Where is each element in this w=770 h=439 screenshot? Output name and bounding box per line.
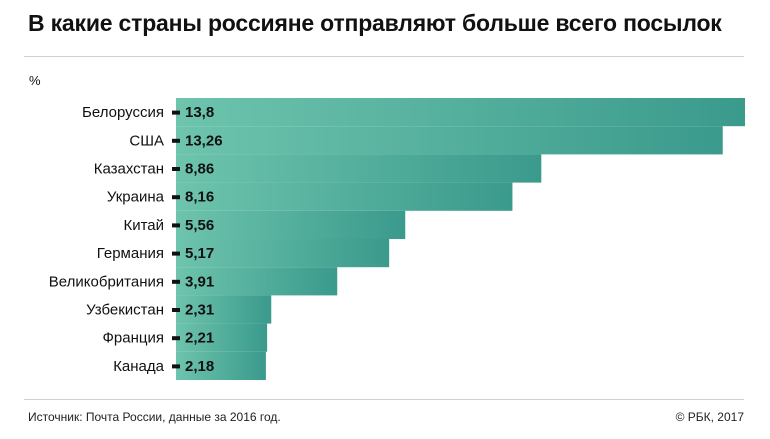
category-label: США [129, 132, 164, 149]
source-note: Источник: Почта России, данные за 2016 г… [28, 410, 281, 424]
category-label: Канада [113, 358, 164, 375]
value-label: 2,31 [185, 302, 214, 319]
tick-marker-3 [172, 167, 180, 171]
value-label: 13,26 [185, 132, 223, 149]
bar-4 [176, 182, 513, 211]
category-label: Германия [97, 245, 164, 262]
tick-marker-2 [172, 138, 180, 143]
value-label: 5,17 [185, 245, 214, 262]
bars-group [176, 98, 745, 380]
tick-marker-7 [172, 279, 180, 284]
tick-marker-4 [172, 195, 180, 200]
category-label: Украина [107, 189, 165, 206]
bar-2 [176, 126, 723, 155]
bar-9 [176, 323, 268, 352]
value-label: 2,18 [185, 358, 214, 375]
chart-title: В какие страны россияне отправляют больш… [28, 10, 722, 36]
bar-6 [176, 239, 390, 268]
bottom-divider [24, 399, 744, 400]
bar-8 [176, 295, 272, 324]
tick-marker-9 [172, 336, 180, 341]
value-label: 13,8 [185, 104, 214, 121]
value-label: 3,91 [185, 273, 214, 290]
category-label: Узбекистан [86, 302, 164, 319]
category-label: Франция [103, 330, 164, 347]
tick-marker-10 [172, 364, 180, 369]
tick-marker-5 [172, 223, 180, 228]
copyright-note: © РБК, 2017 [675, 410, 744, 424]
bar-3 [176, 154, 542, 183]
category-label: Китай [123, 217, 164, 234]
bar-10 [176, 351, 266, 380]
value-label: 8,86 [185, 161, 214, 178]
unit-label: % [29, 73, 41, 88]
value-label: 8,16 [185, 189, 214, 206]
value-label: 2,21 [185, 330, 214, 347]
value-label: 5,56 [185, 217, 214, 234]
tick-marker-1 [172, 110, 180, 115]
category-label: Казахстан [94, 161, 164, 178]
bar-chart: Белоруссия 13,8 США 13,26 Казахстан 8,86 Украи… [49, 98, 745, 380]
labels-group: Белоруссия 13,8 США 13,26 Казахстан 8,86 Украи… [49, 104, 223, 375]
tick-marker-6 [172, 251, 180, 256]
bar-1 [176, 98, 745, 127]
category-label: Белоруссия [82, 104, 164, 121]
category-label: Великобритания [49, 273, 164, 290]
top-divider [24, 56, 744, 57]
markers-group [172, 110, 180, 369]
bar-7 [176, 267, 338, 296]
bar-5 [176, 210, 406, 239]
tick-marker-8 [172, 308, 180, 312]
